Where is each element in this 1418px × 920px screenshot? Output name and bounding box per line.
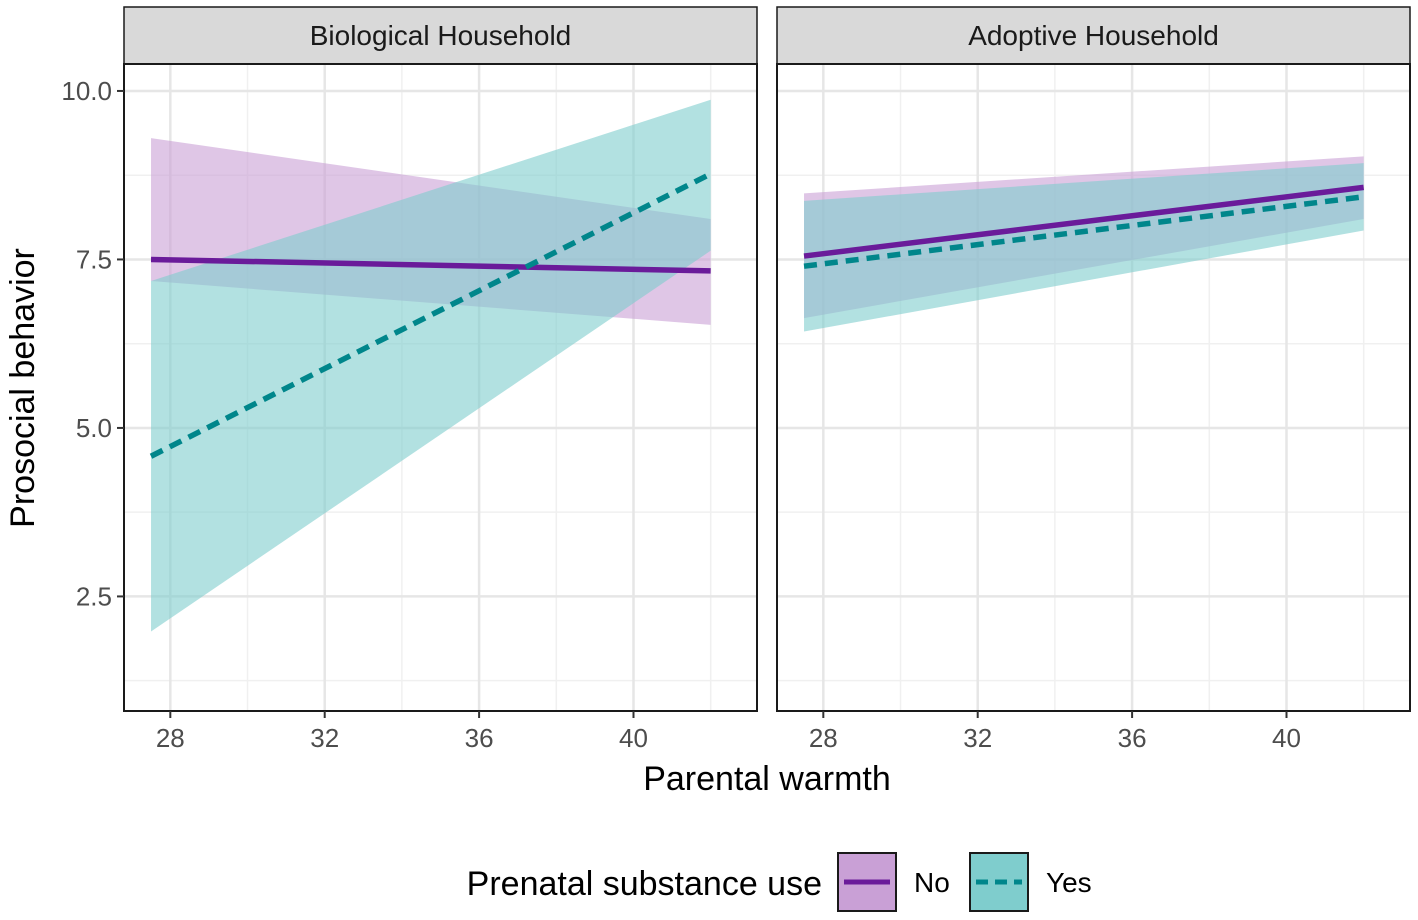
panel-border [123,63,758,712]
y-axis-title: Prosocial behavior [4,248,42,528]
x-tick-label: 40 [1272,723,1301,753]
panel-biological-household: Biological Household 28 32 36 40 2.5 5.0 7.5 1… [61,6,758,753]
series-line-no [150,256,711,274]
x-tick-label: 40 [619,723,648,753]
panel-title: Biological Household [310,20,572,51]
y-tick-label: 10.0 [61,76,112,106]
legend-label-yes: Yes [1046,867,1092,898]
strip-background [123,6,758,65]
x-tick-label: 36 [465,723,494,753]
y-tick-label: 5.0 [76,413,112,443]
legend-key-no: No [837,852,950,912]
strip-background [776,6,1411,65]
series-lines [803,184,1365,269]
y-axis-ticks: 2.5 5.0 7.5 10.0 [61,76,124,611]
panel-title: Adoptive Household [968,20,1219,51]
y-tick-label: 2.5 [76,581,112,611]
x-axis-ticks: 28 32 36 40 [809,711,1301,753]
x-tick-label: 28 [156,723,185,753]
legend: Prenatal substance use No Yes [467,852,1092,912]
x-tick-label: 28 [809,723,838,753]
x-tick-label: 36 [1118,723,1147,753]
series-line-yes [803,194,1365,269]
legend-key-yes: Yes [969,852,1092,912]
series-lines [149,171,712,459]
x-tick-label: 32 [310,723,339,753]
ci-band-yes [151,99,711,632]
series-line-no [803,184,1365,259]
x-axis-ticks: 28 32 36 40 [156,711,648,753]
y-tick-label: 7.5 [76,244,112,274]
panel-adoptive-household: Adoptive Household 28 32 36 40 [776,6,1411,753]
panel-border [776,63,1411,712]
x-tick-label: 32 [963,723,992,753]
legend-label-no: No [914,867,950,898]
confidence-bands [151,99,711,632]
legend-title: Prenatal substance use [467,865,822,903]
x-axis-title: Parental warmth [643,760,891,798]
